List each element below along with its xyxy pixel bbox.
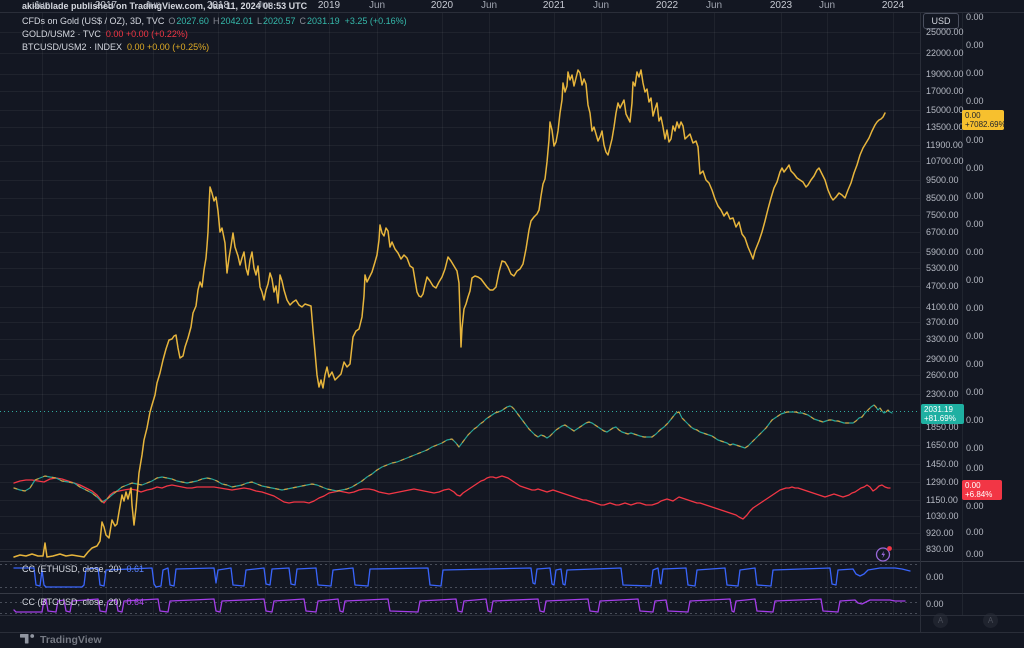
index-scale-border	[962, 12, 963, 615]
indicator-title: CC (ETHUSD, close, 20)	[22, 564, 122, 574]
flash-events-icon[interactable]	[874, 545, 894, 563]
gold-price-line-alt	[13, 404, 893, 503]
legend-row-gold-usm2[interactable]: GOLD/USM2 · TVC 0.00 +0.00 (+0.22%)	[22, 28, 407, 41]
series-values: 0.00 +0.00 (+0.25%)	[127, 42, 210, 52]
open-label: O	[168, 16, 176, 26]
indicator-title: CC (BTCUSD, close, 20)	[22, 597, 122, 607]
indicator-value: 0.64	[126, 597, 145, 607]
series-title: BTCUSD/USM2 · INDEX	[22, 42, 123, 52]
attribution-text: akibablade published on TradingView.com,…	[22, 1, 308, 11]
tradingview-logo[interactable]: TradingView	[20, 633, 102, 647]
series-title: GOLD/USM2 · TVC	[22, 29, 101, 39]
tradingview-logo-text: TradingView	[40, 634, 102, 646]
time-axis-border	[0, 615, 1024, 616]
low-label: L	[256, 16, 262, 26]
legend-row-btc-usm2[interactable]: BTCUSD/USM2 · INDEX 0.00 +0.00 (+0.25%)	[22, 41, 407, 54]
gold-usm2-price-badge: 0.00 +6.84%	[962, 480, 1002, 500]
legend-row-gold[interactable]: CFDs on Gold (US$ / OZ), 3D, TVC O2027.60…	[22, 15, 407, 28]
gold-price-badge: 2031.19 +81.69%	[921, 404, 964, 424]
gold-price-line	[13, 404, 893, 503]
symbol-title: CFDs on Gold (US$ / OZ), 3D, TVC	[22, 16, 165, 26]
btc-index-price-badge: 0.00 +7082.69%	[962, 110, 1006, 130]
pane3-separator[interactable]	[0, 593, 1024, 594]
cc-ethusd-line	[13, 567, 911, 588]
btc-cc-pane-label[interactable]: CC (BTCUSD, close, 20) 0.64	[22, 597, 144, 607]
chart-top-border	[0, 12, 1024, 13]
notification-dot	[887, 546, 892, 551]
high-value: 2042.01	[220, 16, 253, 26]
auto-scale-button-usd[interactable]: A	[933, 613, 948, 628]
close-value: 2031.19	[307, 16, 340, 26]
close-label: C	[299, 16, 307, 26]
eth-cc-pane-label[interactable]: CC (ETHUSD, close, 20) 0.61	[22, 564, 144, 574]
open-value: 2027.60	[176, 16, 209, 26]
auto-scale-button-index[interactable]: A	[983, 613, 998, 628]
change-value: +3.25 (+0.16%)	[344, 16, 407, 26]
legend: CFDs on Gold (US$ / OZ), 3D, TVC O2027.60…	[22, 15, 407, 54]
high-label: H	[212, 16, 220, 26]
gold-usm2-line	[13, 475, 891, 520]
cc-btcusd-line	[13, 598, 906, 613]
btc-usm2-line	[13, 69, 886, 558]
currency-toggle-button[interactable]: USD	[923, 13, 959, 29]
indicator-value: 0.61	[126, 564, 145, 574]
tradingview-mark-icon	[20, 633, 35, 643]
chart-bottom-border	[0, 632, 1024, 633]
low-value: 2020.57	[263, 16, 296, 26]
series-values: 0.00 +0.00 (+0.22%)	[105, 29, 188, 39]
pane2-separator[interactable]	[0, 561, 1024, 562]
price-scale-border	[920, 12, 921, 632]
